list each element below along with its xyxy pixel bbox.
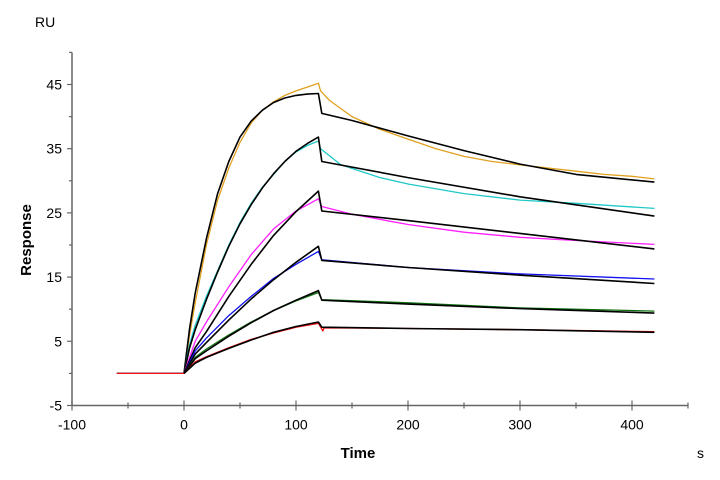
y-tick-label: 35 bbox=[46, 141, 62, 157]
series-group bbox=[116, 82, 655, 375]
fit-curve-9 bbox=[183, 289, 655, 374]
x-tick-label: 300 bbox=[508, 417, 532, 433]
axes: -100 0 100 200 300 400 -5 5 15 25 35 45 bbox=[46, 51, 689, 433]
x-axis-title: Time bbox=[341, 445, 376, 462]
fit-curve-7 bbox=[183, 245, 655, 374]
x-tick-label: -100 bbox=[58, 417, 86, 433]
y-tick-label: 15 bbox=[46, 269, 62, 285]
fit-curve-5 bbox=[183, 190, 655, 374]
fit-curve-3 bbox=[183, 136, 655, 374]
fit-curve-1 bbox=[183, 92, 655, 374]
y-tick-label: 45 bbox=[46, 77, 62, 93]
y-axis-title: Response bbox=[18, 204, 35, 276]
x-unit-label: s bbox=[697, 445, 704, 461]
x-tick-label: 200 bbox=[396, 417, 420, 433]
fit-curve-11 bbox=[183, 321, 655, 374]
y-tick-label: -5 bbox=[50, 398, 63, 414]
y-tick-label: 5 bbox=[54, 333, 62, 349]
data-curve-4 bbox=[116, 198, 655, 375]
x-tick-label: 400 bbox=[620, 417, 644, 433]
y-unit-label: RU bbox=[35, 14, 55, 30]
y-tick-label: 25 bbox=[46, 205, 62, 221]
x-tick-label: 100 bbox=[284, 417, 308, 433]
x-tick-label: 0 bbox=[180, 417, 188, 433]
